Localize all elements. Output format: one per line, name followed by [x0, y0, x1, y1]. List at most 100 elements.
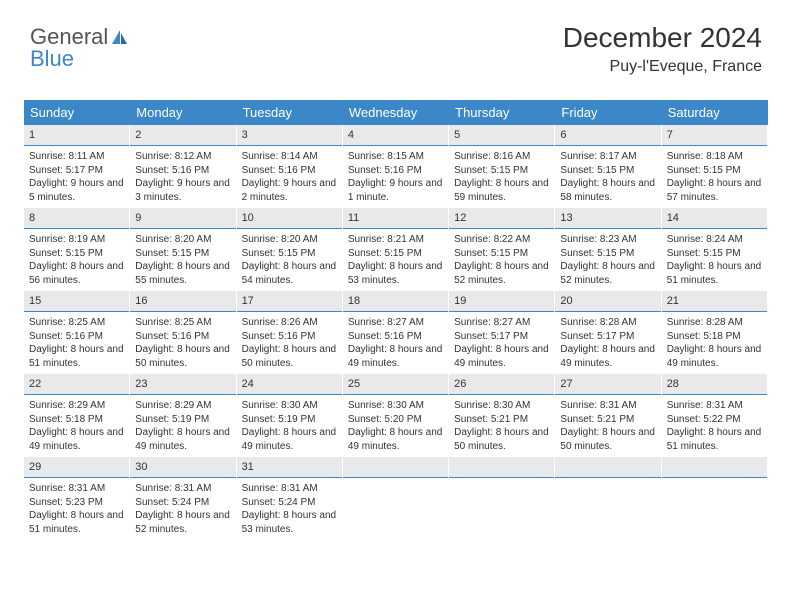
day-cell: 24Sunrise: 8:30 AMSunset: 5:19 PMDayligh… [237, 374, 343, 457]
day-cell [662, 457, 768, 540]
day-number: 24 [237, 374, 342, 395]
sunset-text: Sunset: 5:23 PM [29, 496, 124, 510]
day-body: Sunrise: 8:26 AMSunset: 5:16 PMDaylight:… [237, 312, 342, 374]
daylight-text: Daylight: 8 hours and 59 minutes. [454, 177, 549, 204]
day-cell: 15Sunrise: 8:25 AMSunset: 5:16 PMDayligh… [24, 291, 130, 374]
day-body: Sunrise: 8:29 AMSunset: 5:18 PMDaylight:… [24, 395, 129, 457]
sunset-text: Sunset: 5:22 PM [667, 413, 762, 427]
sunset-text: Sunset: 5:16 PM [348, 330, 443, 344]
day-cell: 21Sunrise: 8:28 AMSunset: 5:18 PMDayligh… [662, 291, 768, 374]
day-cell: 23Sunrise: 8:29 AMSunset: 5:19 PMDayligh… [130, 374, 236, 457]
day-body: Sunrise: 8:27 AMSunset: 5:17 PMDaylight:… [449, 312, 554, 374]
day-number: 12 [449, 208, 554, 229]
sunset-text: Sunset: 5:16 PM [348, 164, 443, 178]
day-body: Sunrise: 8:25 AMSunset: 5:16 PMDaylight:… [130, 312, 235, 374]
day-body: Sunrise: 8:18 AMSunset: 5:15 PMDaylight:… [662, 146, 767, 208]
day-header-row: SundayMondayTuesdayWednesdayThursdayFrid… [24, 100, 768, 125]
day-body: Sunrise: 8:31 AMSunset: 5:21 PMDaylight:… [555, 395, 660, 457]
day-number: 20 [555, 291, 660, 312]
day-cell: 3Sunrise: 8:14 AMSunset: 5:16 PMDaylight… [237, 125, 343, 208]
day-cell: 19Sunrise: 8:27 AMSunset: 5:17 PMDayligh… [449, 291, 555, 374]
day-header-cell: Friday [555, 100, 661, 125]
day-number: 13 [555, 208, 660, 229]
day-header-cell: Saturday [662, 100, 768, 125]
day-number: 27 [555, 374, 660, 395]
header: December 2024 Puy-l'Eveque, France [563, 22, 762, 76]
day-body: Sunrise: 8:23 AMSunset: 5:15 PMDaylight:… [555, 229, 660, 291]
sunset-text: Sunset: 5:18 PM [29, 413, 124, 427]
sunrise-text: Sunrise: 8:19 AM [29, 233, 124, 247]
day-cell: 22Sunrise: 8:29 AMSunset: 5:18 PMDayligh… [24, 374, 130, 457]
sunrise-text: Sunrise: 8:31 AM [242, 482, 337, 496]
day-body: Sunrise: 8:29 AMSunset: 5:19 PMDaylight:… [130, 395, 235, 457]
sail-icon [110, 28, 130, 46]
week-row: 29Sunrise: 8:31 AMSunset: 5:23 PMDayligh… [24, 457, 768, 540]
sunset-text: Sunset: 5:15 PM [454, 164, 549, 178]
day-cell: 27Sunrise: 8:31 AMSunset: 5:21 PMDayligh… [555, 374, 661, 457]
sunrise-text: Sunrise: 8:25 AM [135, 316, 230, 330]
sunrise-text: Sunrise: 8:29 AM [29, 399, 124, 413]
day-number: 25 [343, 374, 448, 395]
daylight-text: Daylight: 8 hours and 49 minutes. [348, 343, 443, 370]
day-cell: 8Sunrise: 8:19 AMSunset: 5:15 PMDaylight… [24, 208, 130, 291]
day-body: Sunrise: 8:27 AMSunset: 5:16 PMDaylight:… [343, 312, 448, 374]
sunrise-text: Sunrise: 8:30 AM [348, 399, 443, 413]
sunset-text: Sunset: 5:15 PM [348, 247, 443, 261]
day-number: 22 [24, 374, 129, 395]
daylight-text: Daylight: 8 hours and 49 minutes. [560, 343, 655, 370]
sunrise-text: Sunrise: 8:29 AM [135, 399, 230, 413]
sunset-text: Sunset: 5:15 PM [135, 247, 230, 261]
sunrise-text: Sunrise: 8:31 AM [29, 482, 124, 496]
sunset-text: Sunset: 5:17 PM [560, 330, 655, 344]
day-cell: 10Sunrise: 8:20 AMSunset: 5:15 PMDayligh… [237, 208, 343, 291]
day-cell: 1Sunrise: 8:11 AMSunset: 5:17 PMDaylight… [24, 125, 130, 208]
daylight-text: Daylight: 8 hours and 57 minutes. [667, 177, 762, 204]
day-body: Sunrise: 8:28 AMSunset: 5:17 PMDaylight:… [555, 312, 660, 374]
daylight-text: Daylight: 8 hours and 49 minutes. [667, 343, 762, 370]
daylight-text: Daylight: 8 hours and 55 minutes. [135, 260, 230, 287]
daylight-text: Daylight: 8 hours and 53 minutes. [242, 509, 337, 536]
sunset-text: Sunset: 5:24 PM [242, 496, 337, 510]
sunrise-text: Sunrise: 8:31 AM [560, 399, 655, 413]
day-body: Sunrise: 8:24 AMSunset: 5:15 PMDaylight:… [662, 229, 767, 291]
sunrise-text: Sunrise: 8:12 AM [135, 150, 230, 164]
sunset-text: Sunset: 5:24 PM [135, 496, 230, 510]
sunrise-text: Sunrise: 8:18 AM [667, 150, 762, 164]
sunrise-text: Sunrise: 8:24 AM [667, 233, 762, 247]
daylight-text: Daylight: 8 hours and 49 minutes. [454, 343, 549, 370]
day-cell: 9Sunrise: 8:20 AMSunset: 5:15 PMDaylight… [130, 208, 236, 291]
day-cell: 17Sunrise: 8:26 AMSunset: 5:16 PMDayligh… [237, 291, 343, 374]
sunset-text: Sunset: 5:15 PM [29, 247, 124, 261]
day-number: 18 [343, 291, 448, 312]
day-cell: 7Sunrise: 8:18 AMSunset: 5:15 PMDaylight… [662, 125, 768, 208]
daylight-text: Daylight: 9 hours and 2 minutes. [242, 177, 337, 204]
sunset-text: Sunset: 5:16 PM [135, 164, 230, 178]
day-number: 11 [343, 208, 448, 229]
sunrise-text: Sunrise: 8:27 AM [454, 316, 549, 330]
day-body: Sunrise: 8:31 AMSunset: 5:24 PMDaylight:… [237, 478, 342, 540]
sunset-text: Sunset: 5:16 PM [242, 330, 337, 344]
day-number: 26 [449, 374, 554, 395]
calendar: SundayMondayTuesdayWednesdayThursdayFrid… [24, 100, 768, 540]
day-number [555, 457, 660, 478]
day-body: Sunrise: 8:12 AMSunset: 5:16 PMDaylight:… [130, 146, 235, 208]
sunrise-text: Sunrise: 8:20 AM [242, 233, 337, 247]
day-number: 15 [24, 291, 129, 312]
daylight-text: Daylight: 8 hours and 51 minutes. [667, 260, 762, 287]
day-cell: 16Sunrise: 8:25 AMSunset: 5:16 PMDayligh… [130, 291, 236, 374]
day-body: Sunrise: 8:31 AMSunset: 5:22 PMDaylight:… [662, 395, 767, 457]
daylight-text: Daylight: 8 hours and 58 minutes. [560, 177, 655, 204]
month-title: December 2024 [563, 22, 762, 54]
day-header-cell: Tuesday [237, 100, 343, 125]
sunrise-text: Sunrise: 8:31 AM [135, 482, 230, 496]
day-number: 4 [343, 125, 448, 146]
daylight-text: Daylight: 8 hours and 52 minutes. [135, 509, 230, 536]
sunset-text: Sunset: 5:19 PM [242, 413, 337, 427]
sunrise-text: Sunrise: 8:20 AM [135, 233, 230, 247]
day-header-cell: Wednesday [343, 100, 449, 125]
day-body: Sunrise: 8:16 AMSunset: 5:15 PMDaylight:… [449, 146, 554, 208]
sunset-text: Sunset: 5:15 PM [242, 247, 337, 261]
day-number: 23 [130, 374, 235, 395]
day-body: Sunrise: 8:19 AMSunset: 5:15 PMDaylight:… [24, 229, 129, 291]
daylight-text: Daylight: 8 hours and 50 minutes. [454, 426, 549, 453]
